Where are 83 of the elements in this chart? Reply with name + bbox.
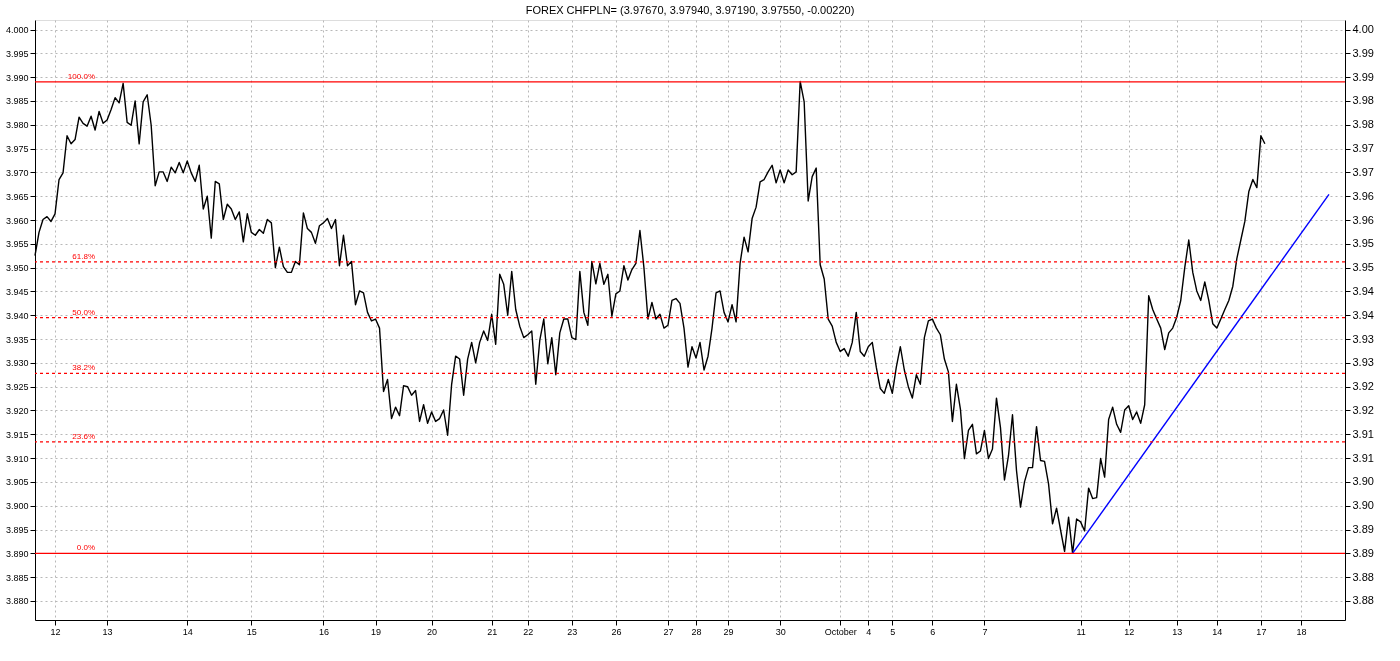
y-tick-label: 3.880 (5, 596, 29, 607)
y2-tick-label: 3.95 (1352, 237, 1374, 250)
y-tick-label: 3.960 (5, 215, 29, 226)
x-tick-label: 23 (567, 626, 578, 637)
y-tick-label: 3.975 (5, 144, 29, 155)
annotation: 61.8% (72, 251, 95, 261)
x-tick-label: 11 (1076, 626, 1086, 637)
x-tick-label: 14 (182, 626, 193, 637)
y2-tick-label: 3.96 (1352, 213, 1374, 226)
annotation: 100.0% (67, 71, 95, 81)
y-tick-label: 3.885 (5, 572, 29, 583)
y2-tick-label: 4.00 (1352, 23, 1374, 36)
x-tick-label: 5 (890, 626, 896, 637)
y2-tick-label: 3.89 (1352, 546, 1374, 559)
x-tick-label: 12 (50, 626, 61, 637)
y2-tick-label: 3.88 (1352, 570, 1374, 583)
y2-tick-label: 3.88 (1352, 594, 1374, 607)
annotation: 0.0% (76, 543, 95, 553)
y2-tick-label: 3.92 (1352, 380, 1374, 393)
y2-tick-label: 3.98 (1352, 94, 1374, 107)
x-tick-label: 29 (723, 626, 734, 637)
y2-tick-label: 3.94 (1352, 284, 1374, 297)
x-tick-label: 15 (246, 626, 257, 637)
x-tick-label: 18 (1296, 626, 1307, 637)
y2-tick-label: 3.91 (1352, 451, 1374, 464)
y2-tick-label: 3.95 (1352, 261, 1374, 274)
y-tick-label: 3.965 (5, 191, 29, 202)
annotation: 50.0% (72, 307, 95, 317)
y-tick-label: 3.900 (5, 501, 29, 512)
x-tick-label: 26 (611, 626, 622, 637)
x-tick-label: 19 (371, 626, 382, 637)
x-tick-label: 22 (523, 626, 534, 637)
y-tick-label: 3.905 (5, 477, 29, 488)
y-tick-label: 3.895 (5, 525, 29, 536)
x-tick-label: 13 (102, 626, 113, 637)
chart-title: FOREX CHFPLN= (3.97670, 3.97940, 3.97190, 3.97550, -0.00220) (525, 4, 855, 16)
x-tick-label: 7 (982, 626, 988, 637)
y2-tick-label: 3.92 (1352, 403, 1374, 416)
x-tick-label: 4 (866, 626, 872, 637)
y-tick-label: 3.980 (5, 120, 29, 131)
y2-tick-label: 3.90 (1352, 475, 1374, 488)
y-tick-label: 3.950 (5, 263, 29, 274)
y2-tick-label: 3.97 (1352, 142, 1374, 155)
y-tick-label: 4.000 (5, 25, 29, 36)
y-tick-label: 3.935 (5, 334, 29, 345)
y2-tick-label: 3.90 (1352, 499, 1374, 512)
x-tick-label: 13 (1172, 626, 1183, 637)
x-tick-label: 16 (318, 626, 329, 637)
x-tick-label: October (824, 626, 857, 637)
y2-tick-label: 3.94 (1352, 308, 1374, 321)
y-tick-label: 3.990 (5, 72, 29, 83)
y-tick-label: 3.925 (5, 382, 29, 393)
y-tick-label: 3.915 (5, 429, 29, 440)
y2-tick-label: 3.93 (1352, 332, 1374, 345)
annotation: 23.6% (72, 431, 95, 441)
y2-tick-label: 3.99 (1352, 70, 1374, 83)
y2-tick-label: 3.93 (1352, 356, 1374, 369)
x-tick-label: 12 (1124, 626, 1135, 637)
annotation: 38.2% (72, 363, 95, 373)
y2-tick-label: 3.91 (1352, 427, 1374, 440)
y-tick-label: 3.940 (5, 310, 29, 321)
x-tick-label: 21 (487, 626, 498, 637)
y2-tick-label: 3.96 (1352, 189, 1374, 202)
x-tick-label: 20 (427, 626, 438, 637)
x-tick-label: 17 (1256, 626, 1267, 637)
y2-tick-label: 3.98 (1352, 118, 1374, 131)
x-tick-label: 6 (930, 626, 936, 637)
y2-tick-label: 3.89 (1352, 523, 1374, 536)
y-tick-label: 3.920 (5, 405, 29, 416)
y-tick-label: 3.985 (5, 96, 29, 107)
x-tick-label: 30 (775, 626, 786, 637)
x-tick-label: 14 (1212, 626, 1223, 637)
y-tick-label: 3.970 (5, 167, 29, 178)
x-tick-label: 28 (691, 626, 702, 637)
y-tick-label: 3.995 (5, 48, 29, 59)
y-tick-label: 3.955 (5, 239, 29, 250)
y2-tick-label: 3.99 (1352, 46, 1374, 59)
y-tick-label: 3.890 (5, 548, 29, 559)
x-tick-label: 27 (663, 626, 674, 637)
y-tick-label: 3.910 (5, 453, 29, 464)
y-tick-label: 3.930 (5, 358, 29, 369)
y-tick-label: 3.945 (5, 286, 29, 297)
y2-tick-label: 3.97 (1352, 165, 1374, 178)
